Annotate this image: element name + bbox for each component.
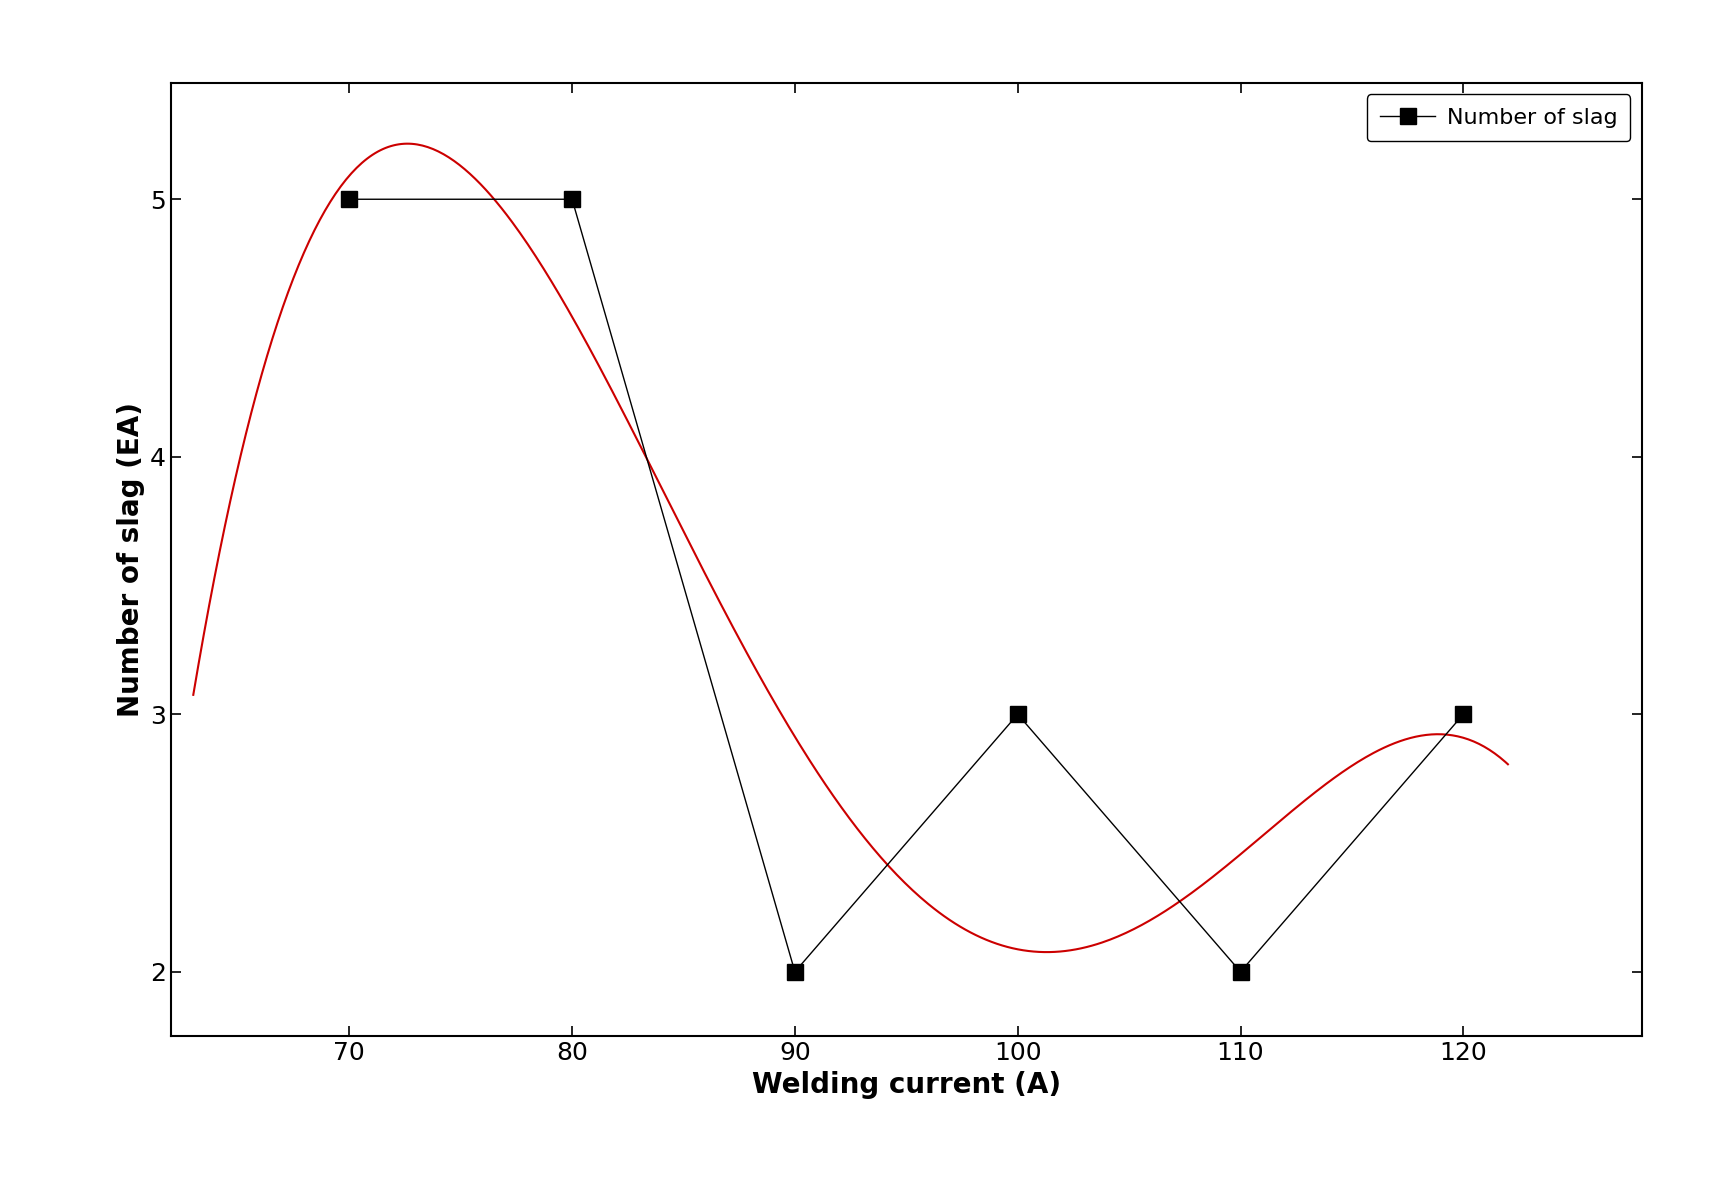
Number of slag bbox=[785, 965, 805, 979]
Y-axis label: Number of slag (EA): Number of slag (EA) bbox=[116, 403, 145, 717]
X-axis label: Welding current (A): Welding current (A) bbox=[752, 1071, 1060, 1098]
Number of slag bbox=[563, 192, 583, 206]
Number of slag bbox=[1454, 707, 1474, 722]
Line: Number of slag: Number of slag bbox=[342, 192, 1471, 979]
Number of slag bbox=[339, 192, 359, 206]
Legend: Number of slag: Number of slag bbox=[1366, 94, 1631, 142]
Number of slag bbox=[1007, 707, 1028, 722]
Number of slag bbox=[1229, 965, 1250, 979]
